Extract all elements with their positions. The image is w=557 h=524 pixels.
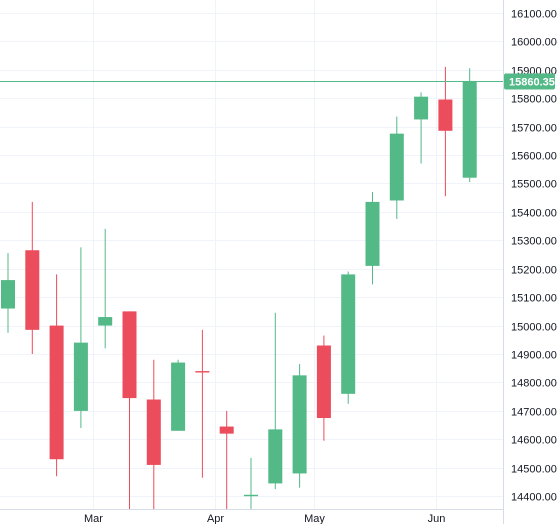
candle-body [244, 494, 258, 497]
y-tick-label: 15100.00 [511, 293, 557, 305]
y-tick-label: 15600.00 [511, 151, 557, 163]
y-tick-label: 14500.00 [511, 464, 557, 476]
candle [244, 457, 258, 509]
candle-body [389, 133, 404, 201]
y-tick-label: 14800.00 [511, 378, 557, 390]
y-tick-label: 14900.00 [511, 350, 557, 362]
y-tick-label: 14600.00 [511, 435, 557, 447]
candle [122, 311, 137, 509]
candle [341, 271, 356, 404]
candle [316, 335, 331, 441]
candle-body [146, 399, 161, 465]
time-axis[interactable]: Mar Apr May Jun [84, 513, 445, 524]
y-tick-label: 15400.00 [511, 208, 557, 220]
candle [195, 329, 210, 478]
candle [389, 116, 404, 219]
candle-body [268, 429, 283, 484]
y-tick-label: 15500.00 [511, 179, 557, 191]
y-tick-label: 14700.00 [511, 407, 557, 419]
candle-body [73, 342, 88, 411]
candle-body [171, 362, 186, 431]
candle [1, 253, 15, 333]
candle [25, 201, 40, 355]
candle-body [98, 317, 113, 326]
y-tick-label: 16000.00 [511, 37, 557, 49]
candle [268, 312, 283, 490]
y-tick-label: 16100.00 [511, 9, 557, 21]
x-tick-label: Mar [84, 513, 103, 524]
y-tick-label: 14400.00 [511, 492, 557, 504]
candle-body [341, 274, 356, 394]
candle [462, 68, 477, 182]
candle [146, 359, 161, 509]
candle-body [1, 280, 15, 309]
candle [49, 274, 64, 477]
candle-body [316, 345, 331, 419]
y-tick-label: 15300.00 [511, 236, 557, 248]
candle-body [414, 96, 429, 120]
candle-body [438, 99, 453, 131]
candle-body [462, 80, 477, 178]
candles [1, 66, 477, 509]
candle-body [25, 250, 40, 330]
candle-body [122, 311, 137, 399]
grid [0, 0, 503, 509]
last-price-label: 15860.35 [509, 77, 555, 89]
candle-body [49, 325, 64, 460]
y-tick-label: 15200.00 [511, 265, 557, 277]
y-tick-label: 15800.00 [511, 94, 557, 106]
candle-body [365, 201, 380, 266]
candle [219, 410, 234, 509]
candle [414, 92, 429, 164]
candle-body [219, 426, 234, 434]
candle-body [195, 371, 210, 373]
y-tick-label: 15700.00 [511, 123, 557, 135]
last-price-badge: 15860.35 [504, 73, 555, 90]
candle [171, 359, 186, 431]
x-tick-label: Jun [428, 513, 446, 524]
x-tick-label: May [304, 513, 325, 524]
candle [73, 247, 88, 428]
y-tick-label: 15000.00 [511, 322, 557, 334]
candle-body [292, 375, 307, 474]
candle [365, 191, 380, 285]
last-price-badge-bg [504, 73, 555, 90]
candle [98, 228, 113, 349]
x-tick-label: Apr [207, 513, 224, 524]
candle [438, 66, 453, 197]
candle [292, 363, 307, 488]
